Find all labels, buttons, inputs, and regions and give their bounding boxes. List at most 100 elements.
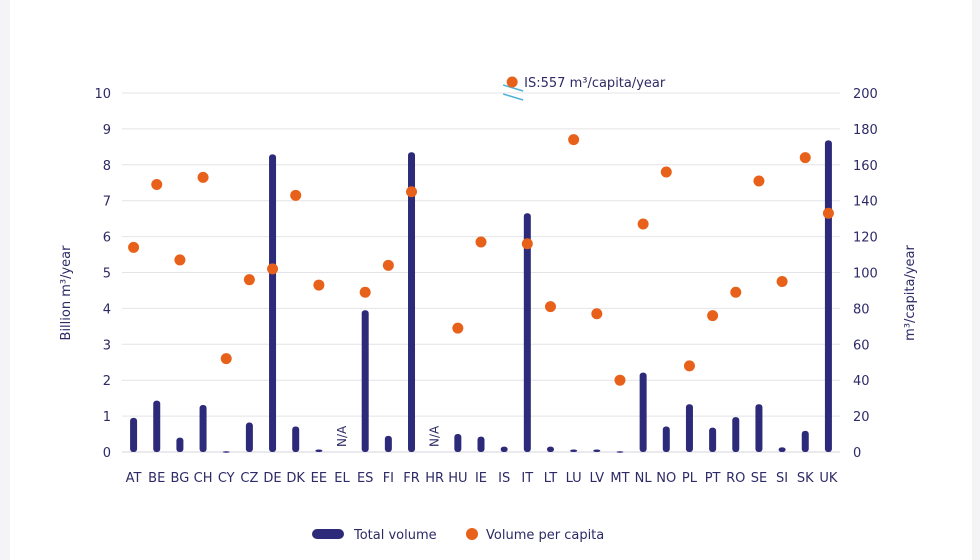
dot-LV [591,308,603,320]
x-tick-label: IE [475,471,487,486]
x-tick-label: HU [448,471,467,486]
bar-IS [500,446,508,452]
annotation-label: IS:557 m³/capita/year [524,76,666,91]
x-tick-label: RO [726,471,745,486]
y-right-tick-label: 60 [853,338,870,353]
y-left-tick-label: 5 [103,267,111,282]
dot-LT [544,301,556,313]
x-tick-label: MT [610,471,629,486]
y-left-tick-label: 9 [103,123,111,138]
dot-HU [452,322,464,334]
dot-CZ [243,274,255,286]
bar-SK [801,430,809,452]
bar-FI [384,435,392,452]
x-tick-label: ES [357,471,373,486]
y-right-tick-label: 200 [853,87,878,102]
bar-PT [709,427,717,452]
dot-FI [382,259,394,271]
axis-break-mark [502,93,524,101]
dot-SK [799,152,811,164]
legend-swatch-bars [312,529,344,539]
bar-LV [593,449,601,452]
x-tick-label: UK [819,471,838,486]
x-tick-label: BG [171,471,190,486]
bar-AT [130,417,138,452]
dot-NO [660,166,672,178]
bar-CZ [245,422,253,452]
x-tick-label: EE [311,471,327,486]
y-right-tick-label: 120 [853,231,878,246]
annotation: IS:557 m³/capita/year [502,76,666,101]
dot-SE [753,175,765,187]
x-tick-label: LU [566,471,582,486]
dot-UK [822,207,834,219]
y-right-tick-label: 180 [853,123,878,138]
y-right-tick-label: 160 [853,159,878,174]
x-tick-label: CY [218,471,235,486]
x-tick-label: HR [425,471,444,486]
bar-ES [361,310,369,452]
y-axis-left-label: Billion m³/year [59,245,74,341]
dot-MT [614,374,626,386]
annotation-dot [506,76,518,88]
dot-DK [290,189,302,201]
bar-EE [315,449,323,452]
x-tick-label: LT [544,471,557,486]
x-tick-label: DK [286,471,305,486]
legend-label-bars: Total volume [353,528,437,543]
x-tick-label: DE [263,471,281,486]
y-left-tick-label: 8 [103,159,111,174]
dot-NL [637,218,649,230]
y-right-tick-label: 20 [853,410,870,425]
x-tick-label: PT [705,471,721,486]
dot-SI [776,275,788,287]
na-labels: N/A N/A [335,425,442,447]
y-left-tick-label: 6 [103,231,111,246]
x-tick-label: SK [797,471,814,486]
bar-UK [824,140,832,452]
dot-PT [707,310,719,322]
y-left-tick-label: 10 [94,87,111,102]
dot-IE [475,236,487,248]
dot-RO [730,286,742,298]
x-tick-label: EL [334,471,350,486]
dot-IT [521,238,533,250]
na-label: N/A [335,425,349,447]
x-axis-ticks: AT BE BG CH CY CZ DE DK EE EL ES FI FR HR HU IE IS IT LT LU… [126,471,838,486]
bar-IE [477,436,485,452]
grid [122,92,840,453]
bar-NL [639,372,647,452]
bar-SE [755,404,763,452]
bar-MT [616,451,624,453]
bar-LU [570,449,578,452]
y-left-tick-label: 2 [103,374,111,389]
bar-BE [153,400,161,452]
legend: Total volume Volume per capita [312,528,604,543]
bar-HU [454,434,462,452]
y-right-tick-label: 40 [853,374,870,389]
bar-PL [685,404,693,452]
dot-BG [174,254,186,266]
y-left-tick-label: 7 [103,195,111,210]
y-right-tick-label: 0 [853,446,861,461]
bar-CY [222,451,230,453]
dots [128,134,834,386]
dot-FR [406,186,418,198]
x-tick-label: NO [656,471,676,486]
bar-SI [778,447,786,452]
bar-NO [662,426,670,452]
bar-CH [199,404,207,452]
bar-DK [292,426,300,452]
x-tick-label: LV [589,471,604,486]
y-left-tick-label: 0 [103,446,111,461]
x-tick-label: NL [635,471,653,486]
dot-CH [197,171,209,183]
y-right-tick-label: 140 [853,195,878,210]
dot-BE [151,179,163,191]
bar-LT [546,446,554,452]
y-axis-right-label: m³/capita/year [903,245,918,341]
y-axis-left-ticks: 0 1 2 3 4 5 6 7 8 9 10 [94,87,111,461]
bar-DE [269,154,277,452]
bar-BG [176,437,184,452]
